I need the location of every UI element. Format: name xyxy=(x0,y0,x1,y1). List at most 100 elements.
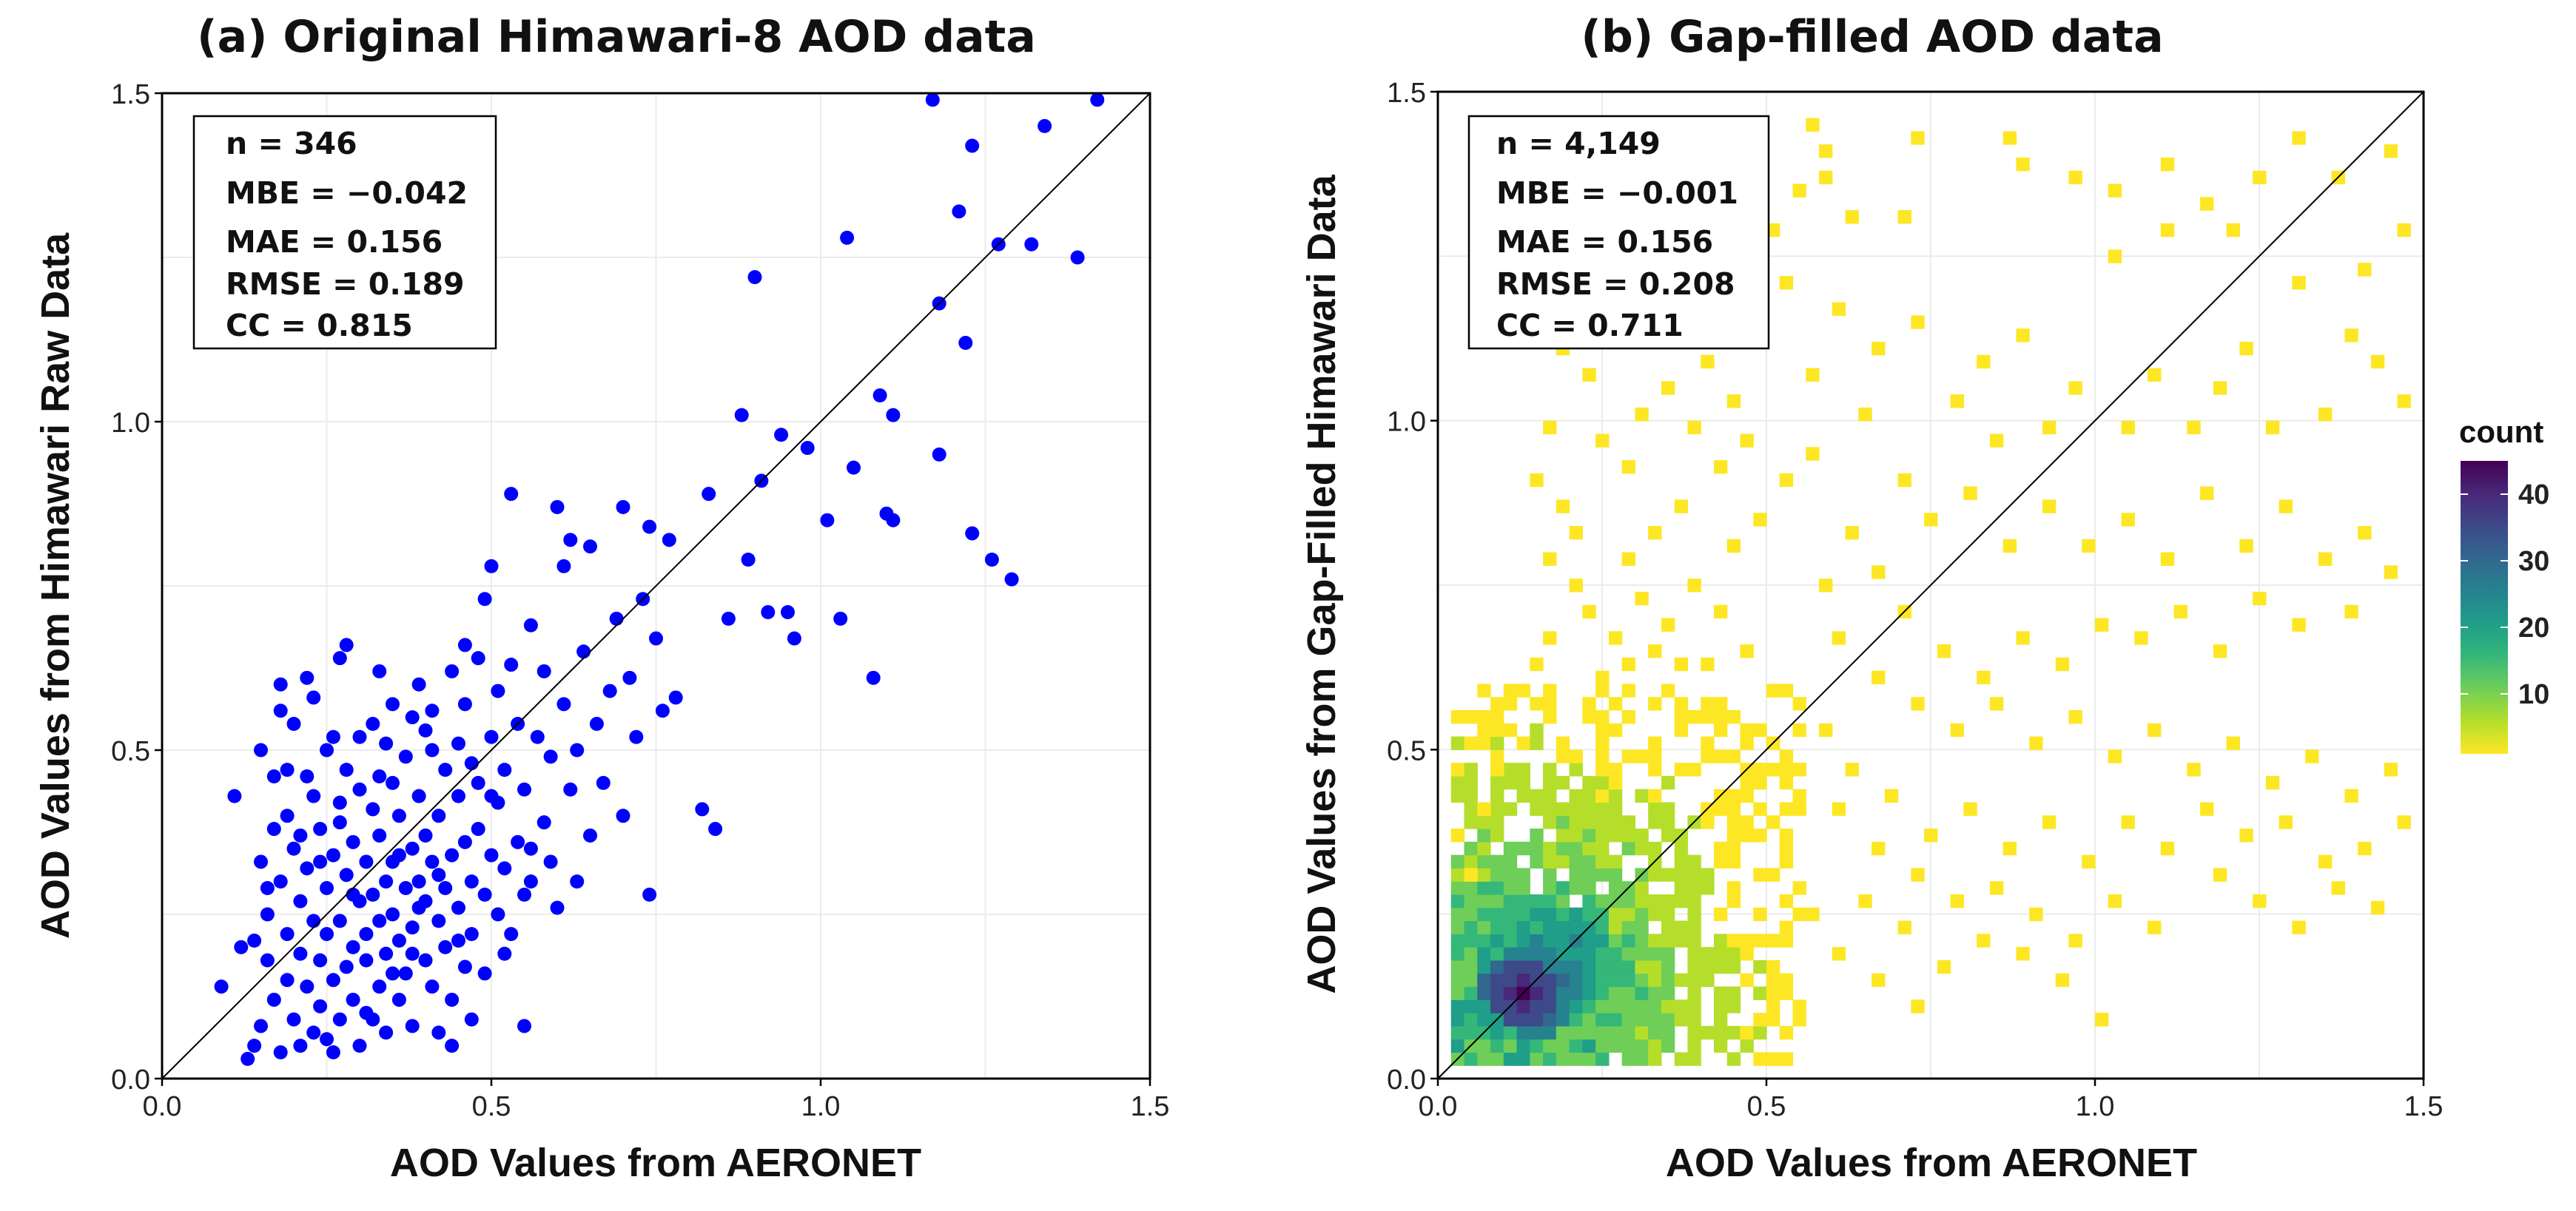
heatmap-cell xyxy=(1937,959,1951,974)
x-tick-label: 0.5 xyxy=(1747,1091,1786,1122)
scatter-point xyxy=(418,828,433,843)
scatter-point xyxy=(241,1051,255,1066)
scatter-point xyxy=(214,979,229,994)
heatmap-cell xyxy=(1621,552,1635,566)
heatmap-cell xyxy=(1582,999,1596,1013)
scatter-point xyxy=(346,887,360,902)
scatter-point xyxy=(820,513,835,527)
heatmap-cell xyxy=(1635,999,1649,1013)
heatmap-cell xyxy=(1674,934,1689,948)
heatmap-cell xyxy=(1450,947,1465,961)
scatter-point xyxy=(543,854,558,869)
heatmap-cell xyxy=(1648,907,1662,922)
heatmap-cell xyxy=(2279,815,2293,829)
heatmap-cell xyxy=(1753,723,1767,738)
heatmap-cell xyxy=(1674,881,1689,895)
scatter-point xyxy=(1038,118,1052,133)
heatmap-cell xyxy=(1569,999,1583,1013)
heatmap-cell xyxy=(1635,407,1649,422)
heatmap-cell xyxy=(1503,907,1518,922)
heatmap-cell xyxy=(1608,1039,1623,1053)
legend-title: count xyxy=(2459,414,2543,449)
heatmap-cell xyxy=(1582,907,1596,922)
heatmap-cell xyxy=(2344,604,2358,619)
scatter-point xyxy=(379,1025,394,1040)
heatmap-cell xyxy=(1556,829,1570,843)
heatmap-cell xyxy=(1595,959,1610,974)
heatmap-cell xyxy=(1450,934,1465,948)
heatmap-cell xyxy=(1543,552,1557,566)
heatmap-cell xyxy=(1963,802,1977,816)
heatmap-cell xyxy=(1450,854,1465,869)
scatter-point xyxy=(366,716,380,731)
heatmap-cell xyxy=(1701,736,1715,750)
heatmap-cell xyxy=(1648,749,1662,763)
heatmap-cell xyxy=(1648,934,1662,948)
heatmap-cell xyxy=(1661,381,1675,395)
heatmap-cell xyxy=(1608,881,1623,895)
heatmap-cell xyxy=(2200,486,2214,500)
heatmap-cell xyxy=(2318,854,2333,869)
heatmap-cell xyxy=(1674,499,1689,513)
heatmap-cell xyxy=(1740,644,1754,658)
heatmap-cell xyxy=(1792,763,1806,777)
heatmap-cell xyxy=(1450,894,1465,908)
scatter-point xyxy=(306,789,321,803)
heatmap-cell xyxy=(1595,854,1610,869)
heatmap-cell xyxy=(1556,775,1570,790)
heatmap-cell xyxy=(1608,1013,1623,1027)
heatmap-cell xyxy=(1516,881,1530,895)
heatmap-cell xyxy=(1792,789,1806,803)
heatmap-cell xyxy=(1477,709,1491,724)
scatter-point xyxy=(247,934,262,948)
heatmap-cell xyxy=(1595,1025,1610,1040)
heatmap-cell xyxy=(1569,973,1583,988)
heatmap-cell xyxy=(1792,999,1806,1013)
heatmap-cell xyxy=(1503,684,1518,698)
heatmap-cell xyxy=(1556,999,1570,1013)
scatter-point xyxy=(774,428,789,442)
scatter-point xyxy=(511,834,525,849)
heatmap-cell xyxy=(1608,907,1623,922)
heatmap-cell xyxy=(1779,829,1794,843)
scatter-point xyxy=(306,690,321,705)
heatmap-cell xyxy=(1924,829,1938,843)
heatmap-cell xyxy=(1608,697,1623,711)
scatter-point xyxy=(418,953,433,968)
heatmap-cell xyxy=(1635,986,1649,1000)
scatter-point xyxy=(431,914,446,928)
heatmap-cell xyxy=(1530,920,1544,934)
heatmap-cell xyxy=(1464,789,1478,803)
heatmap-cell xyxy=(1477,1013,1491,1027)
heatmap-cell xyxy=(1713,907,1728,922)
heatmap-cell xyxy=(1713,460,1728,474)
heatmap-cell xyxy=(1726,999,1741,1013)
scatter-point xyxy=(431,1025,446,1040)
heatmap-cell xyxy=(1621,959,1635,974)
heatmap-cell xyxy=(1701,697,1715,711)
heatmap-cell xyxy=(1516,1052,1530,1066)
scatter-point xyxy=(266,769,281,784)
heatmap-cell xyxy=(1503,763,1518,777)
heatmap-cell xyxy=(1687,973,1701,988)
scatter-point xyxy=(872,388,887,402)
heatmap-cell xyxy=(1726,802,1741,816)
heatmap-cell xyxy=(1543,420,1557,435)
scatter-point xyxy=(300,979,315,994)
heatmap-cell xyxy=(1832,631,1846,645)
scatter-point xyxy=(504,658,519,672)
heatmap-cell xyxy=(1530,736,1544,750)
heatmap-cell xyxy=(1595,763,1610,777)
heatmap-cell xyxy=(1490,959,1504,974)
scatter-point xyxy=(227,789,242,803)
scatter-point xyxy=(642,519,657,534)
scatter-point xyxy=(649,631,663,646)
heatmap-cell xyxy=(1635,959,1649,974)
panel-a-stat-n: n = 346 xyxy=(226,126,357,161)
heatmap-cell xyxy=(1713,959,1728,974)
heatmap-cell xyxy=(1490,723,1504,738)
heatmap-cell xyxy=(1713,841,1728,856)
heatmap-cell xyxy=(1503,697,1518,711)
heatmap-cell xyxy=(1503,868,1518,882)
heatmap-cell xyxy=(1674,999,1689,1013)
